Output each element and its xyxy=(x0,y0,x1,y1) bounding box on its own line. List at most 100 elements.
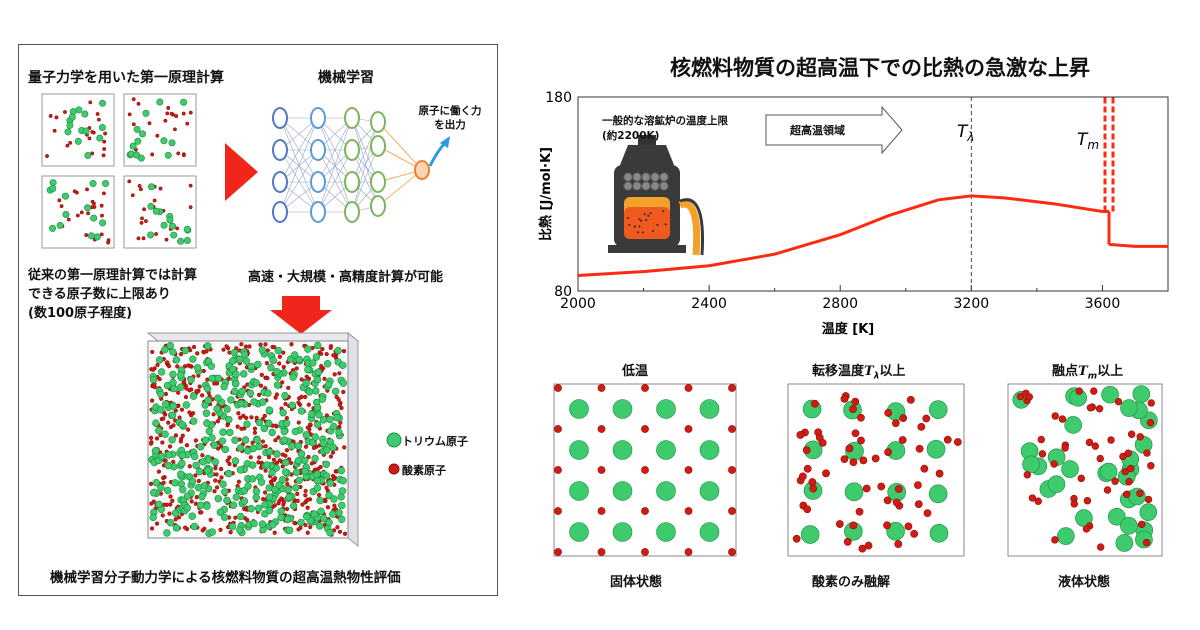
thorium-atom xyxy=(258,520,267,528)
thorium-atom xyxy=(325,380,333,389)
oxygen-atom xyxy=(193,473,198,478)
oxygen-atom xyxy=(554,384,562,392)
thorium-atom xyxy=(569,399,589,419)
thorium-atom xyxy=(612,481,633,501)
thorium-atom xyxy=(844,482,864,502)
thorium-atom xyxy=(149,375,158,384)
ore-speck xyxy=(643,213,646,216)
oxygen-atom xyxy=(233,515,238,520)
thorium-atom xyxy=(170,384,178,393)
oxygen-atom xyxy=(196,478,201,484)
thorium-atom xyxy=(172,524,181,532)
oxygen-atom xyxy=(864,541,873,550)
oxygen-atom xyxy=(163,458,168,463)
thorium-atom xyxy=(311,433,319,441)
thorium-atom xyxy=(248,475,257,483)
thorium-atom xyxy=(929,524,949,543)
thorium-atom xyxy=(155,500,163,509)
oxygen-atom xyxy=(728,384,736,392)
thorium-atom xyxy=(265,448,274,456)
thorium-atom xyxy=(330,495,338,503)
oxygen-atom xyxy=(277,458,282,463)
thorium-atom xyxy=(316,522,324,530)
oxygen-atom xyxy=(218,527,223,532)
oxygen-atom xyxy=(45,154,49,158)
oxygen-atom xyxy=(276,435,281,440)
oxygen-atom xyxy=(225,458,230,463)
oxygen-atom xyxy=(212,381,217,386)
oxygen-atom xyxy=(163,118,168,123)
oxygen-atom xyxy=(1061,444,1069,452)
thorium-atom xyxy=(313,403,322,412)
oxygen-atom xyxy=(137,183,142,188)
oxygen-atom xyxy=(554,466,562,474)
ore-speck xyxy=(651,229,654,232)
oxygen-atom xyxy=(180,433,185,438)
thorium-atom xyxy=(190,452,199,461)
oxygen-atom xyxy=(272,530,277,535)
oxygen-atom xyxy=(150,349,155,355)
thorium-atom xyxy=(264,389,272,397)
thorium-atom xyxy=(335,509,343,517)
thorium-atom xyxy=(188,477,197,486)
ore-lump xyxy=(623,181,633,191)
oxygen-atom xyxy=(294,366,299,371)
thorium-atom xyxy=(81,110,89,118)
thorium-atom xyxy=(339,379,347,387)
thorium-atom xyxy=(176,371,185,379)
oxygen-atom xyxy=(324,485,329,490)
thorium-atom xyxy=(82,127,90,135)
panel-melt-title-symbol: T xyxy=(1078,364,1088,379)
thorium-atom xyxy=(210,441,219,449)
oxygen-atom xyxy=(803,505,812,514)
ore-lump xyxy=(641,181,651,191)
oxygen-atom xyxy=(79,210,84,215)
thorium-atom xyxy=(168,139,176,147)
nn-node xyxy=(344,171,360,193)
thorium-atom xyxy=(1120,399,1138,417)
nn-connection xyxy=(279,117,319,183)
thorium-atom xyxy=(169,402,178,410)
oxygen-atom xyxy=(139,220,144,225)
thorium-atom xyxy=(1061,460,1079,478)
thorium-atom xyxy=(236,444,245,452)
thorium-atom xyxy=(219,428,227,436)
oxygen-atom xyxy=(241,413,246,418)
oxygen-atom xyxy=(127,179,132,184)
oxygen-atom xyxy=(1091,442,1100,450)
oxygen-atom xyxy=(328,345,333,351)
oxygen-atom xyxy=(272,503,277,508)
oxygen-atom xyxy=(194,495,199,500)
thorium-atom xyxy=(163,486,172,495)
oxygen-atom xyxy=(319,351,324,356)
thorium-atom xyxy=(152,479,161,487)
thorium-atom xyxy=(214,374,223,383)
thorium-atom xyxy=(89,180,97,188)
thorium-atom xyxy=(250,398,258,406)
oxygen-atom xyxy=(136,101,141,106)
oxygen-atom xyxy=(798,472,807,481)
oxygen-atom xyxy=(339,405,344,411)
oxygen-atom xyxy=(147,121,152,126)
oxygen-atom xyxy=(883,521,891,530)
oxygen-atom xyxy=(68,140,73,145)
thorium-atom xyxy=(656,522,676,542)
oxygen-atom xyxy=(341,389,346,395)
thorium-atom xyxy=(289,373,297,381)
thorium-atom xyxy=(928,400,948,419)
oxygen-atom xyxy=(131,97,136,101)
oxygen-atom xyxy=(144,219,148,223)
thorium-atom xyxy=(569,440,589,460)
oxygen-atom xyxy=(242,506,247,512)
oxygen-atom xyxy=(1096,454,1104,463)
thorium-atom xyxy=(271,485,279,494)
nn-node xyxy=(272,201,288,223)
thorium-atom xyxy=(236,512,245,521)
oxygen-atom xyxy=(818,438,827,447)
thorium-atom xyxy=(164,461,172,470)
x-tick-label: 3200 xyxy=(954,296,990,312)
thorium-atom xyxy=(169,378,177,387)
thorium-atom xyxy=(1107,507,1126,526)
oxygen-atom xyxy=(155,133,160,138)
oxygen-atom xyxy=(915,444,924,453)
